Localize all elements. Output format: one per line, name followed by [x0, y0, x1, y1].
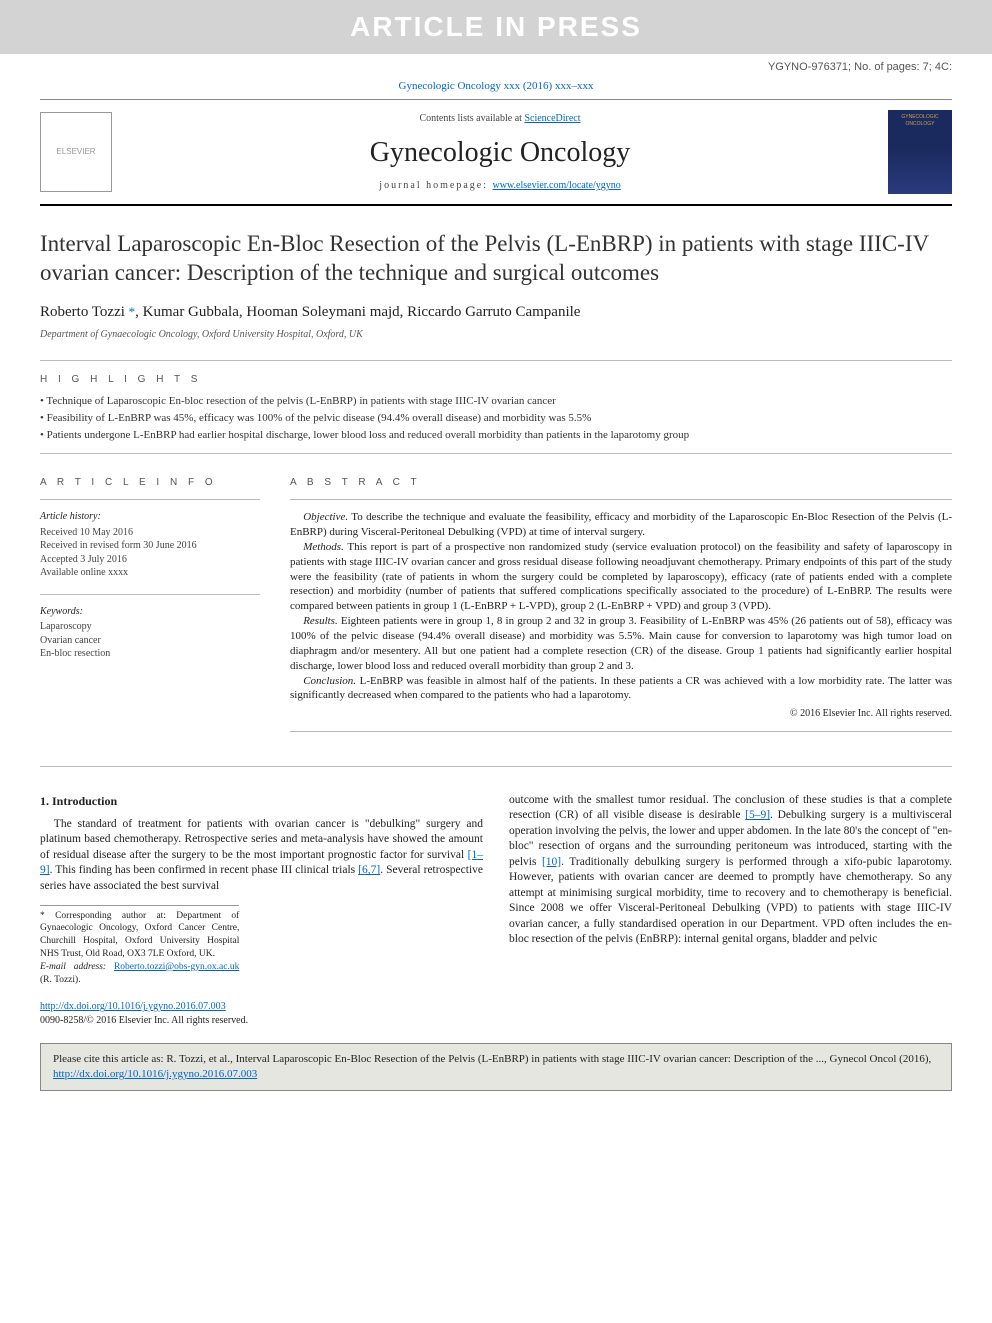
divider: [40, 499, 260, 500]
email-label: E-mail address:: [40, 962, 114, 972]
page-reference: YGYNO-976371; No. of pages: 7; 4C:: [0, 54, 992, 77]
highlights-label: H I G H L I G H T S: [40, 373, 952, 387]
abstract-label: A B S T R A C T: [290, 476, 952, 490]
keyword: Ovarian cancer: [40, 634, 260, 648]
divider: [290, 499, 952, 500]
ref-link[interactable]: [1–9]: [40, 849, 483, 877]
journal-reference-line: Gynecologic Oncology xxx (2016) xxx–xxx: [0, 77, 992, 100]
abstract-column: A B S T R A C T Objective. To describe t…: [290, 464, 952, 742]
article-title: Interval Laparoscopic En-Bloc Resection …: [40, 230, 952, 288]
ref-link[interactable]: [6,7]: [358, 864, 380, 876]
abstract-results: Results. Eighteen patients were in group…: [290, 614, 952, 673]
intro-paragraph-1: The standard of treatment for patients w…: [40, 817, 483, 895]
keyword: Laparoscopy: [40, 620, 260, 634]
contents-prefix: Contents lists available at: [419, 113, 524, 124]
journal-header: ELSEVIER Contents lists available at Sci…: [40, 99, 952, 206]
article-info-column: A R T I C L E I N F O Article history: R…: [40, 464, 260, 742]
journal-cover-thumbnail: [888, 110, 952, 194]
ref-link[interactable]: [10]: [542, 856, 561, 868]
homepage-prefix: journal homepage:: [379, 180, 492, 191]
homepage-line: journal homepage: www.elsevier.com/locat…: [126, 179, 874, 193]
authors-text: Roberto Tozzi *, Kumar Gubbala, Hooman S…: [40, 304, 580, 320]
header-center: Contents lists available at ScienceDirec…: [126, 112, 874, 193]
homepage-link[interactable]: www.elsevier.com/locate/ygyno: [493, 180, 621, 191]
highlights-block: Technique of Laparoscopic En-bloc resect…: [40, 394, 952, 443]
body-left-column: 1. Introduction The standard of treatmen…: [40, 793, 483, 1028]
email-link[interactable]: Roberto.tozzi@obs-gyn.ox.ac.uk: [114, 962, 239, 972]
revised-date: Received in revised form 30 June 2016: [40, 539, 260, 553]
history-label: Article history:: [40, 510, 260, 524]
divider: [290, 731, 952, 732]
highlight-item: Technique of Laparoscopic En-bloc resect…: [40, 394, 952, 409]
citation-box: Please cite this article as: R. Tozzi, e…: [40, 1043, 952, 1091]
abstract-objective: Objective. To describe the technique and…: [290, 510, 952, 540]
doi-link[interactable]: http://dx.doi.org/10.1016/j.ygyno.2016.0…: [40, 1001, 226, 1012]
abstract-text: Objective. To describe the technique and…: [290, 510, 952, 703]
affiliation: Department of Gynaecologic Oncology, Oxf…: [40, 328, 952, 342]
abstract-copyright: © 2016 Elsevier Inc. All rights reserved…: [290, 707, 952, 721]
accepted-date: Accepted 3 July 2016: [40, 553, 260, 567]
history-block: Received 10 May 2016 Received in revised…: [40, 526, 260, 580]
info-abstract-row: A R T I C L E I N F O Article history: R…: [40, 464, 952, 742]
keywords-label: Keywords:: [40, 605, 260, 619]
email-suffix: (R. Tozzi).: [40, 975, 81, 985]
divider: [40, 766, 952, 767]
corresponding-author-text: * Corresponding author at: Department of…: [40, 910, 239, 961]
intro-paragraph-2: outcome with the smallest tumor residual…: [509, 793, 952, 948]
keyword: En-bloc resection: [40, 647, 260, 661]
elsevier-logo: ELSEVIER: [40, 112, 112, 192]
issn-line: 0090-8258/© 2016 Elsevier Inc. All right…: [40, 1014, 483, 1028]
body-two-column: 1. Introduction The standard of treatmen…: [40, 793, 952, 1028]
cite-text: Please cite this article as: R. Tozzi, e…: [53, 1053, 931, 1065]
body-right-column: outcome with the smallest tumor residual…: [509, 793, 952, 1028]
corresponding-marker: *: [129, 304, 136, 319]
ref-link[interactable]: [5–9]: [745, 809, 770, 821]
highlight-item: Patients undergone L-EnBRP had earlier h…: [40, 428, 952, 443]
abstract-methods: Methods. This report is part of a prospe…: [290, 540, 952, 614]
article-info-label: A R T I C L E I N F O: [40, 476, 260, 490]
highlight-item: Feasibility of L-EnBRP was 45%, efficacy…: [40, 411, 952, 426]
article-in-press-banner: ARTICLE IN PRESS: [0, 0, 992, 54]
received-date: Received 10 May 2016: [40, 526, 260, 540]
divider: [40, 360, 952, 361]
email-line: E-mail address: Roberto.tozzi@obs-gyn.ox…: [40, 961, 239, 987]
keywords-block: Laparoscopy Ovarian cancer En-bloc resec…: [40, 620, 260, 661]
divider: [40, 594, 260, 595]
doi-block: http://dx.doi.org/10.1016/j.ygyno.2016.0…: [40, 1000, 483, 1027]
sciencedirect-link[interactable]: ScienceDirect: [524, 113, 580, 124]
cite-doi-link[interactable]: http://dx.doi.org/10.1016/j.ygyno.2016.0…: [53, 1068, 257, 1080]
contents-available-line: Contents lists available at ScienceDirec…: [126, 112, 874, 126]
corresponding-footnote: * Corresponding author at: Department of…: [40, 905, 239, 987]
online-date: Available online xxxx: [40, 566, 260, 580]
journal-title: Gynecologic Oncology: [126, 134, 874, 172]
author-list: Roberto Tozzi *, Kumar Gubbala, Hooman S…: [40, 302, 952, 322]
divider: [40, 453, 952, 454]
abstract-conclusion: Conclusion. L-EnBRP was feasible in almo…: [290, 674, 952, 704]
intro-heading: 1. Introduction: [40, 793, 483, 809]
